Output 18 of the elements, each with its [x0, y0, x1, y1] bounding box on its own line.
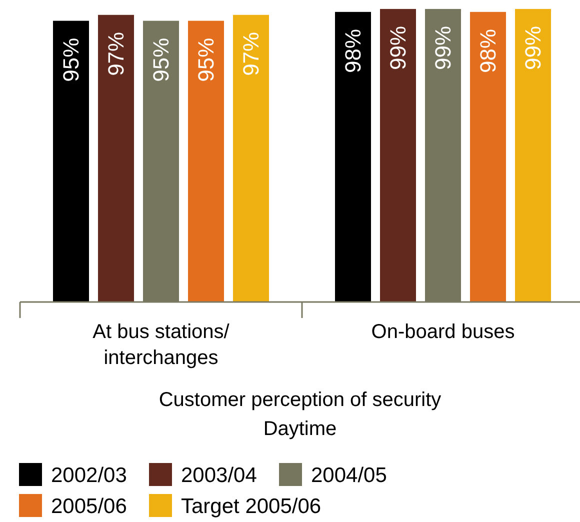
data-label: 97% [104, 32, 128, 76]
data-label: 99% [386, 26, 410, 70]
data-label: 98% [340, 28, 366, 73]
data-label: 95% [148, 38, 174, 82]
data-label: 97% [238, 32, 264, 76]
data-label: 99% [430, 26, 456, 70]
data-label: 99% [520, 26, 546, 70]
x-tick-label: At bus stations/ interchanges [92, 321, 230, 369]
legend-label: 2002/03 [51, 464, 127, 487]
data-label: 95% [58, 38, 84, 82]
data-label: 98% [476, 28, 500, 73]
x-axis-title: Customer perception of security Daytime [158, 389, 442, 440]
legend-label: 2005/06 [51, 495, 127, 518]
data-label: 95% [194, 38, 218, 82]
legend-label: 2003/04 [181, 464, 258, 487]
legend-label: 2004/05 [311, 464, 387, 487]
legend-label: Target 2005/06 [181, 495, 322, 518]
x-tick-label: On-board buses [371, 321, 515, 343]
